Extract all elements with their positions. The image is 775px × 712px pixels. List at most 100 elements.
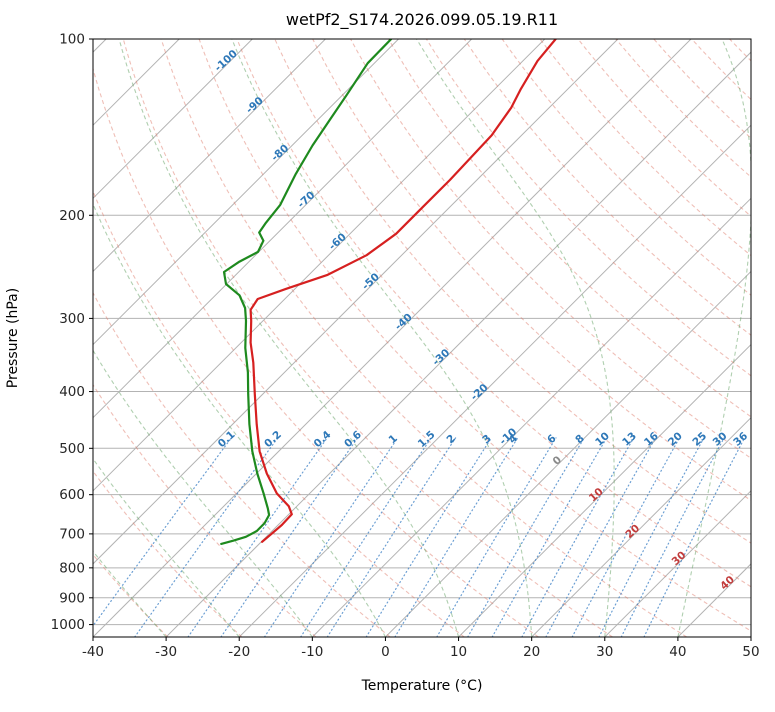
- mixing-ratio-label: 36: [731, 430, 750, 449]
- x-tick-label: 40: [669, 644, 686, 660]
- moist-adiabat-line: [751, 39, 775, 637]
- moist-adiabat-line: [417, 39, 615, 637]
- isotherm-line: [532, 39, 775, 637]
- x-tick-label: -10: [301, 644, 323, 660]
- moist-adiabat-line: [678, 39, 752, 637]
- isotherm-label: -100: [212, 48, 240, 75]
- y-axis-label: Pressure (hPa): [5, 288, 21, 388]
- mixing-ratio-label: 30: [711, 430, 730, 449]
- temperature-curve: [251, 39, 556, 542]
- isotherm-line: [0, 39, 545, 637]
- dry-adiabat-line: [578, 39, 775, 637]
- isotherm-label: 40: [718, 574, 737, 593]
- dry-adiabats: [0, 39, 775, 637]
- isotherm-label: -80: [269, 142, 291, 164]
- dry-adiabat-line: [123, 39, 612, 637]
- x-tick-label: -20: [228, 644, 250, 660]
- mixing-ratio-line: [437, 438, 556, 637]
- isotherm-line: [20, 39, 618, 637]
- moist-adiabat-line: [0, 39, 312, 637]
- mixing-ratio-line: [366, 438, 491, 637]
- dry-adiabat-line: [275, 39, 775, 637]
- moist-adiabat-line: [43, 39, 385, 637]
- dry-adiabat-line: [0, 39, 316, 637]
- sounding-profiles: [221, 39, 556, 544]
- mixing-ratio-label: 0.4: [312, 429, 334, 450]
- y-tick-label: 700: [59, 526, 85, 542]
- mixing-ratio-label: 20: [666, 430, 685, 449]
- x-tick-label: 30: [596, 644, 613, 660]
- dry-adiabat-line: [10, 39, 391, 637]
- axes-spine: [93, 39, 751, 637]
- isotherm-label: 0: [551, 454, 564, 468]
- mixing-ratio-line: [644, 438, 745, 637]
- dry-adiabat-line: [351, 39, 775, 637]
- isotherm-label: 10: [587, 486, 606, 505]
- mixing-ratio-line: [327, 438, 455, 637]
- mixing-ratio-line: [395, 438, 518, 637]
- moist-adiabat-line: [0, 39, 239, 637]
- mixing-ratio-line: [572, 438, 679, 637]
- isotherm-line: [459, 39, 775, 637]
- x-tick-label: 10: [450, 644, 467, 660]
- mixing-ratio-label: 10: [593, 430, 612, 449]
- isotherm-label: -40: [393, 311, 415, 333]
- y-tick-label: 600: [59, 487, 85, 503]
- y-tick-label: 500: [59, 441, 85, 457]
- moist-adiabats: [0, 39, 775, 637]
- isotherm-line: [0, 39, 399, 637]
- isotherm-line: [166, 39, 764, 637]
- mixing-ratio-label: 8: [573, 432, 586, 446]
- y-tick-label: 800: [59, 560, 85, 576]
- x-tick-label: 0: [381, 644, 390, 660]
- dry-adiabat-line: [730, 39, 775, 637]
- y-tick-label: 200: [59, 208, 85, 224]
- dry-adiabat-line: [0, 39, 242, 637]
- mixing-ratio-line: [599, 438, 704, 637]
- mixing-ratio-label: 13: [620, 430, 639, 449]
- mixing-ratio-label: 16: [642, 430, 661, 449]
- isotherm-line: [0, 39, 179, 637]
- isotherm-label: -70: [295, 189, 317, 211]
- isotherm-label: -20: [468, 382, 490, 404]
- mixing-ratio-line: [546, 438, 656, 637]
- mixing-ratio-line: [188, 438, 327, 637]
- mixing-ratio-label: 6: [545, 432, 558, 446]
- dry-adiabat-line: [654, 39, 775, 637]
- dry-adiabat-line: [0, 39, 168, 637]
- y-tick-label: 300: [59, 311, 85, 327]
- dry-adiabat-line: [540, 39, 775, 637]
- mixing-ratio-label: 1: [386, 432, 399, 446]
- isotherm-label: 30: [670, 549, 689, 568]
- mixing-ratio-label: 0.2: [262, 429, 284, 450]
- x-tick-label: -40: [82, 644, 104, 660]
- mixing-ratio-line: [85, 438, 232, 637]
- isotherm-label: 20: [623, 522, 642, 541]
- y-tick-label: 100: [59, 32, 85, 48]
- isotherm-label: -50: [360, 271, 382, 293]
- isobar-gridlines: [93, 39, 751, 625]
- mixing-ratio-label: 2: [444, 432, 457, 446]
- isotherm-line: [93, 39, 691, 637]
- chart-title: wetPf2_S174.2026.099.05.19.R11: [286, 10, 558, 30]
- isotherm-line: [678, 39, 775, 637]
- x-axis-label: Temperature (°C): [361, 678, 483, 694]
- mixing-ratio-line: [265, 438, 398, 637]
- isotherm-line: [385, 39, 775, 637]
- isotherm-label: -30: [430, 347, 452, 369]
- dry-adiabat-line: [389, 39, 775, 637]
- mixing-ratio-line: [492, 438, 607, 637]
- isotherm-label: -90: [244, 95, 266, 117]
- y-tick-label: 400: [59, 384, 85, 400]
- dry-adiabat-line: [199, 39, 761, 637]
- x-tick-label: 20: [523, 644, 540, 660]
- dry-adiabat-line: [692, 39, 775, 637]
- isotherm-gridlines: [0, 39, 775, 637]
- isotherm-label: -60: [327, 231, 349, 253]
- y-tick-label: 900: [59, 590, 85, 606]
- x-tick-label: 50: [742, 644, 759, 660]
- isotherm-line: [751, 39, 775, 637]
- mixing-ratio-line: [522, 438, 634, 637]
